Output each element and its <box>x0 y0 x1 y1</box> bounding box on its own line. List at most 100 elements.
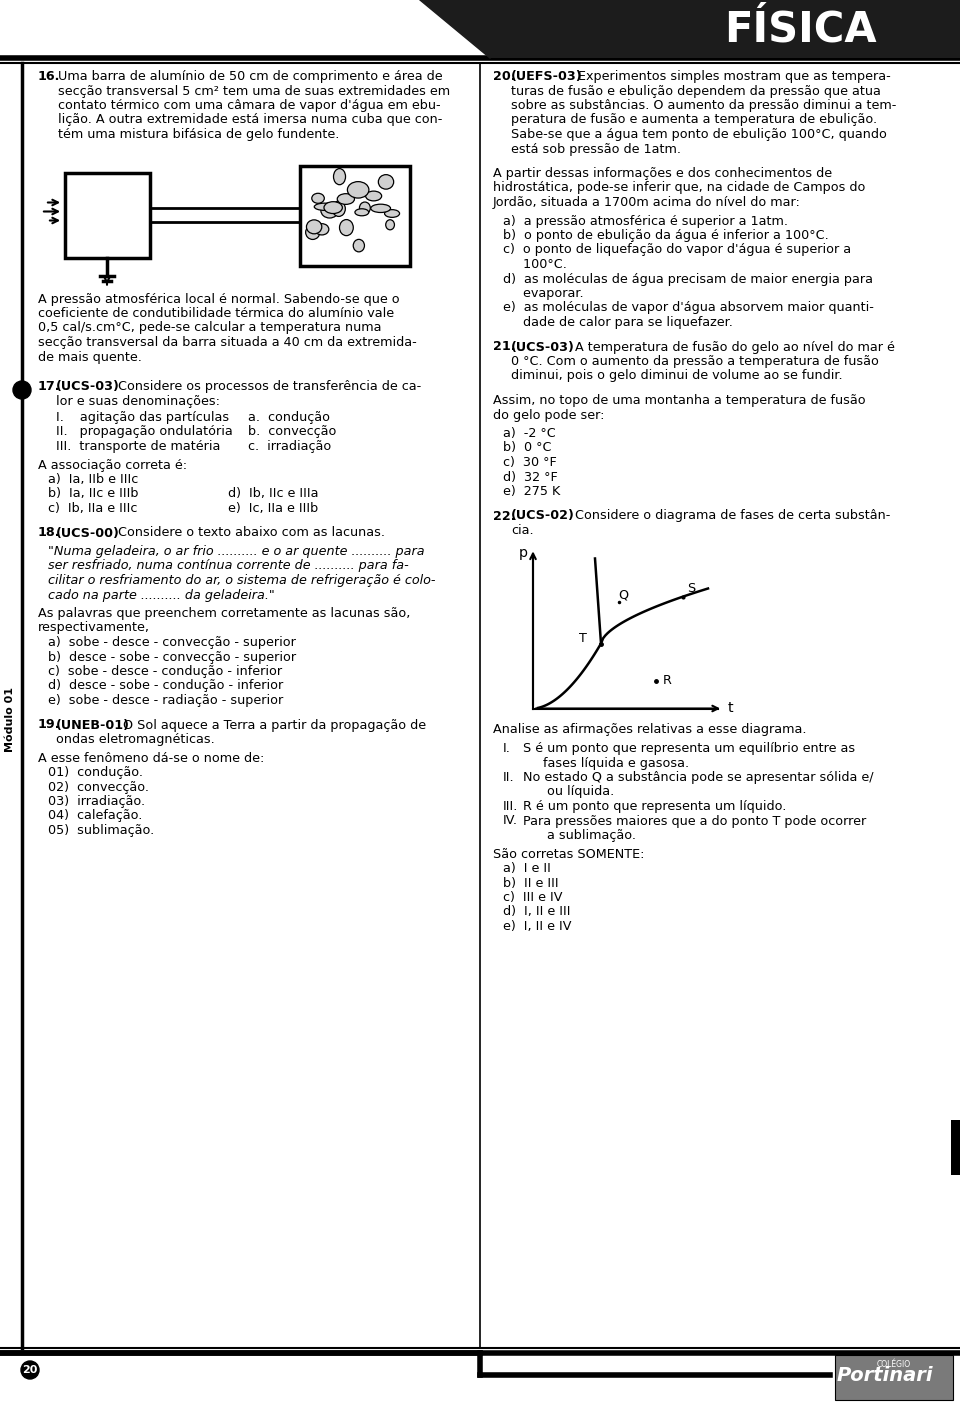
Text: lor e suas denominações:: lor e suas denominações: <box>56 394 220 407</box>
Text: 18.: 18. <box>38 526 60 540</box>
Text: b.  convecção: b. convecção <box>248 425 336 439</box>
Text: c)  sobe - desce - condução - inferior: c) sobe - desce - condução - inferior <box>48 665 282 678</box>
Text: c.  irradiação: c. irradiação <box>248 441 331 453</box>
Text: A pressão atmosférica local é normal. Sabendo-se que o: A pressão atmosférica local é normal. Sa… <box>38 292 399 306</box>
Text: c)  III e IV: c) III e IV <box>503 891 563 904</box>
Text: Módulo 01: Módulo 01 <box>5 687 15 752</box>
Text: dade de calor para se liquefazer.: dade de calor para se liquefazer. <box>503 316 732 328</box>
Text: a)  Ia, IIb e IIIc: a) Ia, IIb e IIIc <box>48 473 138 485</box>
Ellipse shape <box>333 168 346 185</box>
Text: 17.: 17. <box>38 380 60 393</box>
Text: e)  Ic, IIa e IIIb: e) Ic, IIa e IIIb <box>228 502 319 515</box>
Text: (UEFS-03): (UEFS-03) <box>511 70 583 83</box>
Text: b)  II e III: b) II e III <box>503 877 559 890</box>
Ellipse shape <box>366 191 382 201</box>
Text: Uma barra de alumínio de 50 cm de comprimento e área de: Uma barra de alumínio de 50 cm de compri… <box>58 70 443 83</box>
Text: peratura de fusão e aumenta a temperatura de ebulição.: peratura de fusão e aumenta a temperatur… <box>511 114 877 126</box>
Text: a)  -2 °C: a) -2 °C <box>503 427 556 441</box>
Text: a sublimação.: a sublimação. <box>523 829 636 842</box>
Text: 0,5 cal/s.cm°C, pede-se calcular a temperatura numa: 0,5 cal/s.cm°C, pede-se calcular a tempe… <box>38 321 381 334</box>
Text: contato térmico com uma câmara de vapor d'água em ebu-: contato térmico com uma câmara de vapor … <box>58 100 441 112</box>
Ellipse shape <box>312 194 324 203</box>
Text: b)  0 °C: b) 0 °C <box>503 442 551 455</box>
Ellipse shape <box>348 181 369 198</box>
Text: b)  desce - sobe - convecção - superior: b) desce - sobe - convecção - superior <box>48 651 296 664</box>
Text: Analise as afirmações relativas a esse diagrama.: Analise as afirmações relativas a esse d… <box>493 724 806 737</box>
Text: ser resfriado, numa contínua corrente de .......... para fa-: ser resfriado, numa contínua corrente de… <box>48 560 409 572</box>
Text: (UNEB-01): (UNEB-01) <box>56 718 130 731</box>
Text: A temperatura de fusão do gelo ao nível do mar é: A temperatura de fusão do gelo ao nível … <box>575 341 895 354</box>
Text: I.: I. <box>503 742 511 755</box>
Text: d)  Ib, IIc e IIIa: d) Ib, IIc e IIIa <box>228 487 319 501</box>
Bar <box>835 1355 953 1400</box>
Text: Q: Q <box>618 589 628 602</box>
Text: respectivamente,: respectivamente, <box>38 622 150 634</box>
Text: S: S <box>686 582 695 595</box>
Bar <box>951 1120 960 1174</box>
Text: 05)  sublimação.: 05) sublimação. <box>48 824 155 838</box>
Text: 04)  calefação.: 04) calefação. <box>48 810 142 822</box>
Ellipse shape <box>386 220 395 230</box>
Ellipse shape <box>306 220 322 234</box>
Text: Sabe-se que a água tem ponto de ebulição 100°C, quando: Sabe-se que a água tem ponto de ebulição… <box>511 128 887 140</box>
Text: b)  Ia, IIc e IIIb: b) Ia, IIc e IIIb <box>48 487 138 501</box>
Text: II.: II. <box>503 772 515 784</box>
Bar <box>300 166 410 265</box>
Text: d)  as moléculas de água precisam de maior energia para: d) as moléculas de água precisam de maio… <box>503 272 873 285</box>
Text: d)  I, II e III: d) I, II e III <box>503 905 570 919</box>
Text: Experimentos simples mostram que as tempera-: Experimentos simples mostram que as temp… <box>578 70 891 83</box>
Text: lição. A outra extremidade está imersa numa cuba que con-: lição. A outra extremidade está imersa n… <box>58 114 443 126</box>
Text: O Sol aquece a Terra a partir da propagação de: O Sol aquece a Terra a partir da propaga… <box>123 718 426 731</box>
Text: (UCS-03): (UCS-03) <box>56 380 120 393</box>
Text: T: T <box>579 631 587 645</box>
Text: cia.: cia. <box>511 523 534 537</box>
Text: (UCS-02): (UCS-02) <box>511 509 575 522</box>
Text: sobre as substâncias. O aumento da pressão diminui a tem-: sobre as substâncias. O aumento da press… <box>511 100 897 112</box>
Text: e)  sobe - desce - radiação - superior: e) sobe - desce - radiação - superior <box>48 694 283 707</box>
Text: c)  Ib, IIa e IIIc: c) Ib, IIa e IIIc <box>48 502 137 515</box>
Text: No estado Q a substância pode se apresentar sólida e/: No estado Q a substância pode se apresen… <box>523 772 874 784</box>
Text: p: p <box>518 547 527 561</box>
Text: As palavras que preenchem corretamente as lacunas são,: As palavras que preenchem corretamente a… <box>38 607 410 620</box>
Ellipse shape <box>337 194 354 205</box>
Ellipse shape <box>314 203 335 210</box>
Text: Portinari: Portinari <box>837 1367 933 1385</box>
Text: A partir dessas informações e dos conhecimentos de: A partir dessas informações e dos conhec… <box>493 167 832 180</box>
Ellipse shape <box>353 240 365 253</box>
Ellipse shape <box>321 203 338 217</box>
Ellipse shape <box>305 226 320 240</box>
Ellipse shape <box>332 201 346 216</box>
Text: e)  I, II e IV: e) I, II e IV <box>503 920 571 933</box>
Text: de mais quente.: de mais quente. <box>38 351 142 363</box>
Text: R é um ponto que representa um líquido.: R é um ponto que representa um líquido. <box>523 800 786 812</box>
Text: 22.: 22. <box>493 509 516 522</box>
Text: 100°C.: 100°C. <box>503 258 566 271</box>
Text: 01)  condução.: 01) condução. <box>48 766 143 779</box>
Text: c)  30 °F: c) 30 °F <box>503 456 557 469</box>
Text: a)  I e II: a) I e II <box>503 861 551 875</box>
Text: ou líquida.: ou líquida. <box>523 786 614 798</box>
Text: e)  as moléculas de vapor d'água absorvem maior quanti-: e) as moléculas de vapor d'água absorvem… <box>503 302 874 314</box>
Ellipse shape <box>385 209 399 217</box>
Text: 16.: 16. <box>38 70 60 83</box>
Text: b)  o ponto de ebulição da água é inferior a 100°C.: b) o ponto de ebulição da água é inferio… <box>503 229 828 241</box>
Text: A esse fenômeno dá-se o nome de:: A esse fenômeno dá-se o nome de: <box>38 752 264 765</box>
Text: turas de fusão e ebulição dependem da pressão que atua: turas de fusão e ebulição dependem da pr… <box>511 84 881 97</box>
Text: está sob pressão de 1atm.: está sob pressão de 1atm. <box>511 143 681 156</box>
Text: IV.: IV. <box>503 815 518 828</box>
Text: S é um ponto que representa um equilíbrio entre as: S é um ponto que representa um equilíbri… <box>523 742 855 755</box>
Text: fases líquida e gasosa.: fases líquida e gasosa. <box>523 756 689 769</box>
Text: FÍSICA: FÍSICA <box>724 8 876 51</box>
Text: 21.: 21. <box>493 341 516 354</box>
Polygon shape <box>420 0 960 58</box>
Text: e)  275 K: e) 275 K <box>503 485 561 498</box>
Text: São corretas SOMENTE:: São corretas SOMENTE: <box>493 847 644 860</box>
Bar <box>65 173 150 258</box>
Text: a.  condução: a. condução <box>248 411 330 424</box>
Text: A associação correta é:: A associação correta é: <box>38 459 187 471</box>
Text: III.  transporte de matéria: III. transporte de matéria <box>56 441 221 453</box>
Text: R: R <box>663 673 672 687</box>
Ellipse shape <box>359 202 371 213</box>
Text: Considere o texto abaixo com as lacunas.: Considere o texto abaixo com as lacunas. <box>118 526 385 540</box>
Text: d)  32 °F: d) 32 °F <box>503 470 558 484</box>
